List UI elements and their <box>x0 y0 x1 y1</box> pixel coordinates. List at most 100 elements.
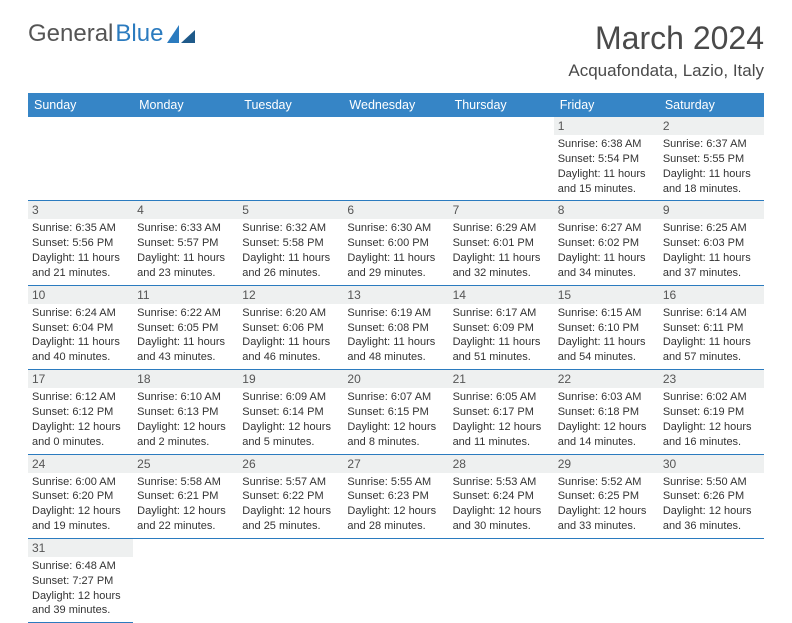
day-cell: 2Sunrise: 6:37 AMSunset: 5:55 PMDaylight… <box>659 117 764 201</box>
sunset-line: Sunset: 6:19 PM <box>663 405 760 420</box>
day-details: Sunrise: 6:03 AMSunset: 6:18 PMDaylight:… <box>554 388 659 453</box>
dow-friday: Friday <box>554 93 659 117</box>
day-cell <box>343 117 448 201</box>
day-details: Sunrise: 6:15 AMSunset: 6:10 PMDaylight:… <box>554 304 659 369</box>
day-number: 30 <box>659 455 764 473</box>
sunrise-line: Sunrise: 6:25 AM <box>663 221 760 236</box>
sunset-line: Sunset: 6:12 PM <box>32 405 129 420</box>
sunset-line: Sunset: 5:54 PM <box>558 152 655 167</box>
week-row: 31Sunrise: 6:48 AMSunset: 7:27 PMDayligh… <box>28 538 764 622</box>
sunrise-line: Sunrise: 6:15 AM <box>558 306 655 321</box>
sunset-line: Sunset: 5:56 PM <box>32 236 129 251</box>
sunset-line: Sunset: 5:58 PM <box>242 236 339 251</box>
day-details: Sunrise: 6:48 AMSunset: 7:27 PMDaylight:… <box>28 557 133 622</box>
day-details: Sunrise: 6:24 AMSunset: 6:04 PMDaylight:… <box>28 304 133 369</box>
day-cell: 17Sunrise: 6:12 AMSunset: 6:12 PMDayligh… <box>28 370 133 454</box>
day-number: 7 <box>449 201 554 219</box>
day-cell <box>659 538 764 622</box>
daylight-line: Daylight: 11 hours and 37 minutes. <box>663 251 760 281</box>
calendar-head: SundayMondayTuesdayWednesdayThursdayFrid… <box>28 93 764 117</box>
day-cell: 30Sunrise: 5:50 AMSunset: 6:26 PMDayligh… <box>659 454 764 538</box>
day-details: Sunrise: 6:07 AMSunset: 6:15 PMDaylight:… <box>343 388 448 453</box>
day-number: 16 <box>659 286 764 304</box>
sunrise-line: Sunrise: 6:38 AM <box>558 137 655 152</box>
daylight-line: Daylight: 11 hours and 43 minutes. <box>137 335 234 365</box>
sunrise-line: Sunrise: 6:12 AM <box>32 390 129 405</box>
day-number: 26 <box>238 455 343 473</box>
sunset-line: Sunset: 6:10 PM <box>558 321 655 336</box>
week-row: 1 Sunrise: 6:38 AMSunset: 5:54 PMDaylight… <box>28 117 764 201</box>
day-number: 24 <box>28 455 133 473</box>
day-cell: 8Sunrise: 6:27 AMSunset: 6:02 PMDaylight… <box>554 201 659 285</box>
sunrise-line: Sunrise: 6:10 AM <box>137 390 234 405</box>
sunrise-line: Sunrise: 6:30 AM <box>347 221 444 236</box>
daylight-line: Daylight: 11 hours and 15 minutes. <box>558 167 655 197</box>
day-number: 29 <box>554 455 659 473</box>
sunrise-line: Sunrise: 6:22 AM <box>137 306 234 321</box>
sunrise-line: Sunrise: 6:00 AM <box>32 475 129 490</box>
sunrise-line: Sunrise: 6:03 AM <box>558 390 655 405</box>
day-cell: 24Sunrise: 6:00 AMSunset: 6:20 PMDayligh… <box>28 454 133 538</box>
day-number: 18 <box>133 370 238 388</box>
sunrise-line: Sunrise: 5:50 AM <box>663 475 760 490</box>
daylight-line: Daylight: 12 hours and 16 minutes. <box>663 420 760 450</box>
sunset-line: Sunset: 6:00 PM <box>347 236 444 251</box>
day-details: Sunrise: 6:19 AMSunset: 6:08 PMDaylight:… <box>343 304 448 369</box>
day-cell: 29Sunrise: 5:52 AMSunset: 6:25 PMDayligh… <box>554 454 659 538</box>
daylight-line: Daylight: 11 hours and 32 minutes. <box>453 251 550 281</box>
location: Acquafondata, Lazio, Italy <box>568 61 764 81</box>
day-cell <box>238 538 343 622</box>
daylight-line: Daylight: 12 hours and 5 minutes. <box>242 420 339 450</box>
daylight-line: Daylight: 12 hours and 8 minutes. <box>347 420 444 450</box>
day-number: 3 <box>28 201 133 219</box>
daylight-line: Daylight: 12 hours and 33 minutes. <box>558 504 655 534</box>
day-details: Sunrise: 6:14 AMSunset: 6:11 PMDaylight:… <box>659 304 764 369</box>
day-cell: 19Sunrise: 6:09 AMSunset: 6:14 PMDayligh… <box>238 370 343 454</box>
sunset-line: Sunset: 5:57 PM <box>137 236 234 251</box>
day-cell: 3Sunrise: 6:35 AMSunset: 5:56 PMDaylight… <box>28 201 133 285</box>
day-cell: 16Sunrise: 6:14 AMSunset: 6:11 PMDayligh… <box>659 285 764 369</box>
sunset-line: Sunset: 6:22 PM <box>242 489 339 504</box>
daylight-line: Daylight: 11 hours and 34 minutes. <box>558 251 655 281</box>
week-row: 24Sunrise: 6:00 AMSunset: 6:20 PMDayligh… <box>28 454 764 538</box>
sunset-line: Sunset: 6:01 PM <box>453 236 550 251</box>
day-number: 21 <box>449 370 554 388</box>
day-details: Sunrise: 5:53 AMSunset: 6:24 PMDaylight:… <box>449 473 554 538</box>
day-details: Sunrise: 6:22 AMSunset: 6:05 PMDaylight:… <box>133 304 238 369</box>
sunrise-line: Sunrise: 6:02 AM <box>663 390 760 405</box>
sunset-line: Sunset: 6:17 PM <box>453 405 550 420</box>
header-right: March 2024 Acquafondata, Lazio, Italy <box>568 20 764 81</box>
sunrise-line: Sunrise: 6:17 AM <box>453 306 550 321</box>
empty-day <box>133 117 238 135</box>
sunrise-line: Sunrise: 6:29 AM <box>453 221 550 236</box>
day-cell: 1 Sunrise: 6:38 AMSunset: 5:54 PMDaylight… <box>554 117 659 201</box>
sunset-line: Sunset: 5:55 PM <box>663 152 760 167</box>
daylight-line: Daylight: 12 hours and 39 minutes. <box>32 589 129 619</box>
day-cell: 23Sunrise: 6:02 AMSunset: 6:19 PMDayligh… <box>659 370 764 454</box>
daylight-line: Daylight: 12 hours and 36 minutes. <box>663 504 760 534</box>
day-number: 2 <box>659 117 764 135</box>
day-number: 1 <box>554 117 659 135</box>
dow-saturday: Saturday <box>659 93 764 117</box>
day-details: Sunrise: 6:25 AMSunset: 6:03 PMDaylight:… <box>659 219 764 284</box>
sunrise-line: Sunrise: 6:05 AM <box>453 390 550 405</box>
sunset-line: Sunset: 6:06 PM <box>242 321 339 336</box>
sunrise-line: Sunrise: 5:52 AM <box>558 475 655 490</box>
day-cell: 7 Sunrise: 6:29 AMSunset: 6:01 PMDaylight… <box>449 201 554 285</box>
day-details: Sunrise: 6:00 AMSunset: 6:20 PMDaylight:… <box>28 473 133 538</box>
day-details: Sunrise: 6:20 AMSunset: 6:06 PMDaylight:… <box>238 304 343 369</box>
day-number: 25 <box>133 455 238 473</box>
sunset-line: Sunset: 6:18 PM <box>558 405 655 420</box>
dow-wednesday: Wednesday <box>343 93 448 117</box>
sunset-line: Sunset: 6:08 PM <box>347 321 444 336</box>
week-row: 10Sunrise: 6:24 AMSunset: 6:04 PMDayligh… <box>28 285 764 369</box>
daylight-line: Daylight: 11 hours and 40 minutes. <box>32 335 129 365</box>
sunset-line: Sunset: 6:05 PM <box>137 321 234 336</box>
sail-icon <box>167 25 195 43</box>
sunrise-line: Sunrise: 6:07 AM <box>347 390 444 405</box>
daylight-line: Daylight: 11 hours and 54 minutes. <box>558 335 655 365</box>
sunset-line: Sunset: 7:27 PM <box>32 574 129 589</box>
daylight-line: Daylight: 11 hours and 57 minutes. <box>663 335 760 365</box>
daylight-line: Daylight: 11 hours and 46 minutes. <box>242 335 339 365</box>
dow-monday: Monday <box>133 93 238 117</box>
